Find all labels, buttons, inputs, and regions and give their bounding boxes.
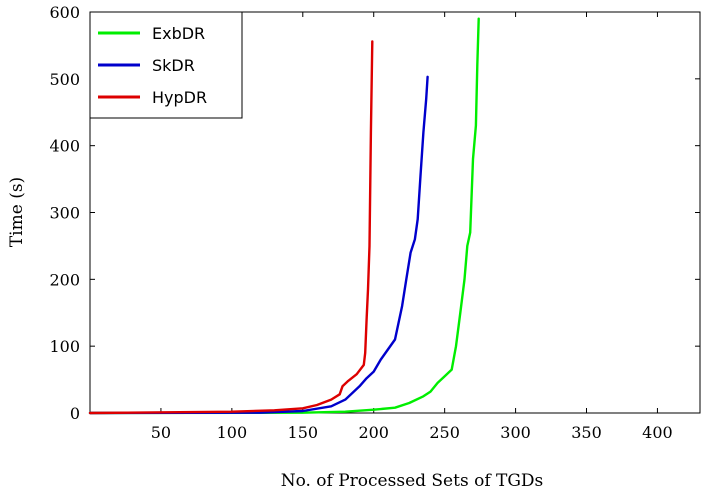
axis-ticks: 50 100 150 200 250 300 350 400 0 100 200 300 400 500 6… [49, 3, 700, 442]
x-axis-label: No. of Processed Sets of TGDs [281, 471, 544, 491]
x-tick-label: 50 [151, 423, 171, 442]
legend: ExbDR SkDR HypDR [89, 11, 243, 119]
y-tick-label: 0 [70, 404, 80, 423]
x-tick-label: 250 [429, 423, 460, 442]
x-tick-label: 100 [217, 423, 248, 442]
legend-label-skdr: SkDR [152, 56, 195, 75]
y-tick-label: 400 [49, 137, 80, 156]
y-tick-label: 600 [49, 3, 80, 22]
legend-label-exbdr: ExbDR [152, 24, 205, 43]
x-tick-label: 200 [358, 423, 389, 442]
y-tick-label: 200 [49, 270, 80, 289]
legend-label-hypdr: HypDR [152, 88, 207, 107]
y-tick-label: 500 [49, 70, 80, 89]
x-tick-label: 300 [500, 423, 531, 442]
y-tick-label: 100 [49, 337, 80, 356]
series-lines [88, 17, 480, 415]
x-tick-label: 400 [642, 423, 673, 442]
x-tick-label: 150 [288, 423, 319, 442]
x-tick-label: 350 [571, 423, 602, 442]
series-line-skdr [88, 75, 429, 415]
y-axis-label: Time (s) [7, 177, 27, 247]
series-line-hypdr [88, 40, 374, 415]
series-line-exbdr [88, 17, 480, 415]
y-tick-label: 300 [49, 204, 80, 223]
